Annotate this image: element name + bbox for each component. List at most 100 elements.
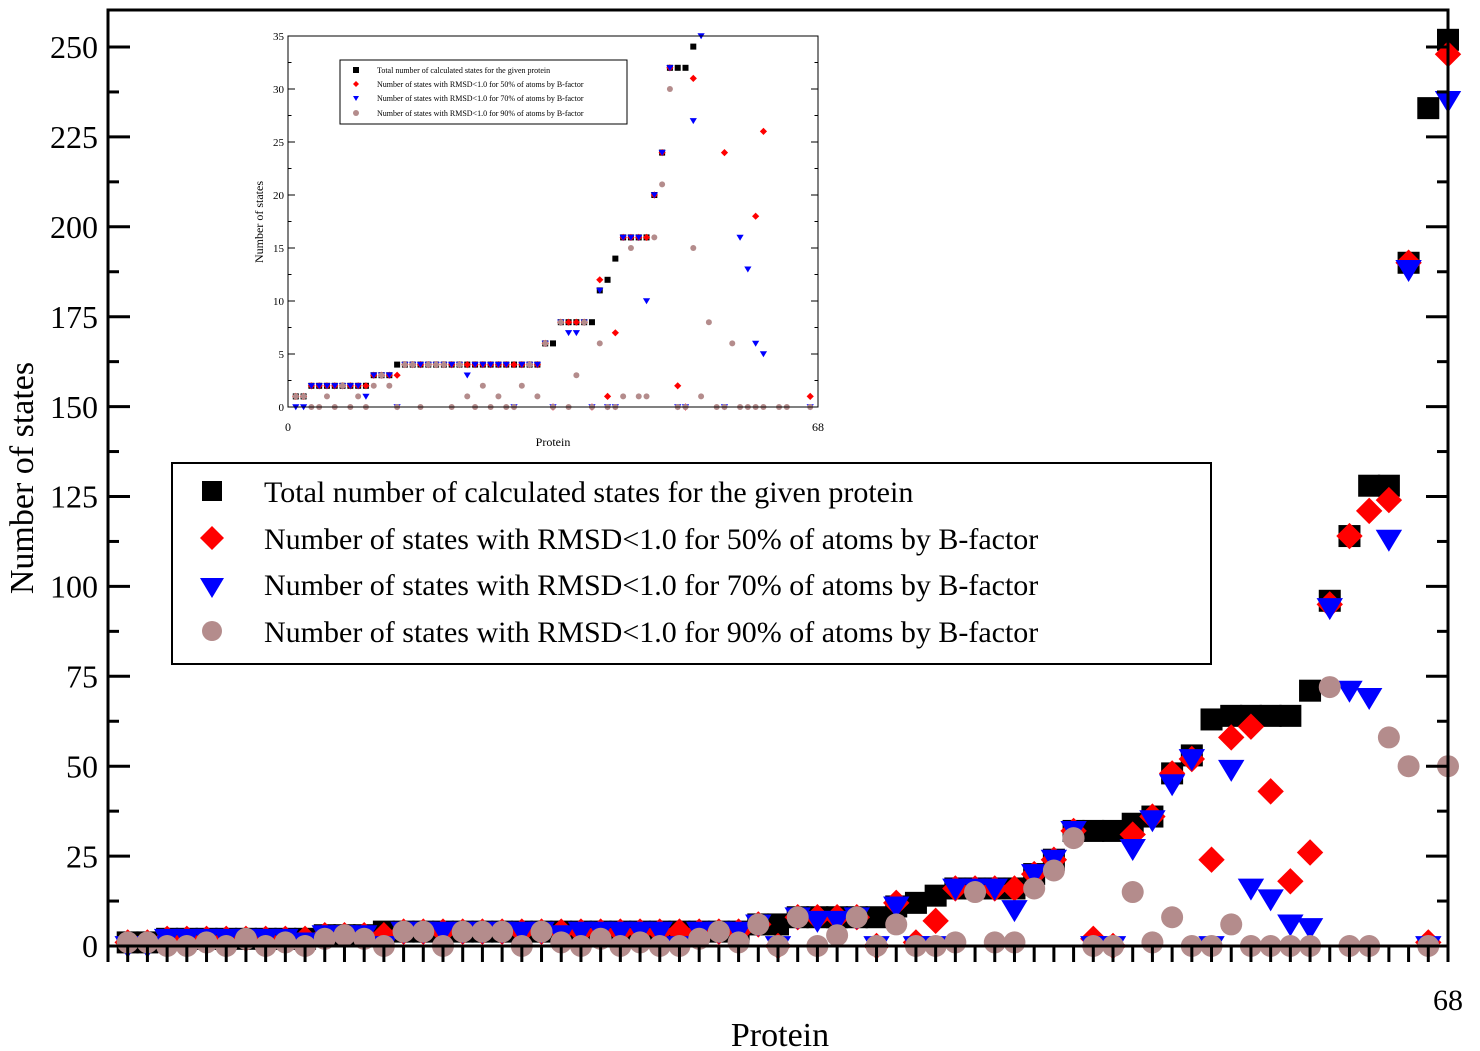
inset-y-tick-label: 10: [273, 296, 285, 308]
point-triangle-down: [883, 896, 910, 919]
point-triangle-down: [508, 921, 536, 944]
point-circle: [1397, 755, 1420, 778]
inset-point-circle: [698, 393, 705, 400]
point-triangle-down: [804, 910, 831, 933]
y-tick-label: 175: [50, 299, 98, 335]
inset-point-circle: [705, 319, 712, 326]
inset-legend-marker-triangle: [353, 96, 359, 101]
point-triangle-down: [1355, 687, 1383, 710]
point-circle: [353, 927, 376, 950]
point-circle: [392, 920, 415, 943]
inset-point-triangle-down: [533, 361, 542, 368]
point-circle: [727, 931, 750, 954]
inset-point-diamond: [463, 361, 471, 369]
inset-point-diamond: [393, 371, 401, 379]
inset-point-triangle-down: [479, 361, 487, 368]
inset-legend-label-70: Number of states with RMSD<1.0 for 70% o…: [377, 94, 584, 103]
inset-point-diamond: [572, 318, 580, 326]
point-square: [1377, 474, 1400, 497]
inset-point-triangle-down: [315, 383, 323, 390]
point-diamond: [1336, 522, 1363, 550]
legend: Total number of calculated states for th…: [171, 462, 1212, 665]
y-tick-label: 200: [50, 209, 98, 245]
y-tick-label: 0: [82, 928, 98, 964]
point-triangle-down: [567, 921, 595, 944]
legend-marker-square: [202, 481, 222, 501]
inset-point-circle: [542, 340, 549, 347]
point-diamond: [1001, 875, 1028, 902]
point-square: [1417, 97, 1440, 120]
y-tick-label: 100: [50, 569, 98, 605]
point-circle: [944, 931, 967, 954]
inset-point-square: [394, 361, 401, 368]
inset-point-circle: [339, 382, 346, 389]
point-circle: [1042, 859, 1065, 882]
y-tick-label: 25: [66, 838, 98, 874]
inset-x-tick-68: 68: [812, 420, 824, 434]
inset-point-circle: [300, 393, 307, 400]
point-circle: [964, 881, 987, 904]
point-circle: [747, 913, 770, 936]
point-circle: [530, 920, 553, 943]
point-triangle-down: [1395, 260, 1422, 283]
inset-point-triangle-down: [494, 361, 503, 368]
point-circle: [688, 927, 711, 950]
point-square: [767, 913, 789, 936]
inset-point-diamond: [564, 318, 573, 326]
inset-point-circle: [534, 393, 541, 400]
inset-point-triangle-down: [596, 287, 604, 294]
inset-point-circle: [479, 382, 486, 389]
point-triangle-down: [1316, 598, 1343, 621]
point-triangle-down: [1178, 749, 1206, 772]
point-circle: [707, 920, 730, 943]
inset-point-circle: [596, 340, 603, 347]
inset-point-triangle-down: [416, 361, 425, 368]
inset-point-square: [612, 255, 619, 262]
y-tick-label: 50: [66, 748, 98, 784]
inset-point-triangle-down: [572, 330, 580, 337]
inset-point-triangle-down: [635, 234, 643, 241]
x-axis-label: Protein: [731, 1017, 829, 1051]
inset-x-tick-0: 0: [285, 420, 291, 434]
inset-point-circle: [627, 245, 634, 251]
inset-point-square: [588, 319, 595, 326]
inset-point-circle: [729, 340, 736, 347]
inset-point-circle: [573, 372, 580, 379]
point-square: [865, 906, 888, 929]
point-circle: [826, 924, 849, 947]
point-circle: [1003, 931, 1026, 954]
point-diamond: [922, 907, 949, 935]
point-square: [924, 884, 947, 907]
inset-point-triangle-down: [666, 65, 674, 72]
inset-point-square: [690, 43, 697, 50]
point-circle: [451, 920, 474, 943]
inset-point-triangle-down: [642, 298, 651, 305]
point-triangle-down: [1119, 839, 1146, 862]
inset-point-triangle-down: [487, 361, 495, 368]
point-circle: [1377, 726, 1400, 749]
inset-point-triangle-down: [331, 383, 339, 390]
inset-point-circle: [323, 393, 330, 400]
point-circle: [1023, 877, 1046, 900]
y-tick-label: 75: [66, 659, 98, 695]
inset-y-axis-label: Number of states: [252, 181, 266, 263]
point-circle: [471, 920, 494, 943]
inset-point-triangle-down: [323, 383, 331, 390]
inset-point-circle: [440, 361, 447, 368]
inset-point-triangle-down: [370, 372, 378, 379]
y-tick-label: 125: [50, 479, 98, 515]
inset-point-circle: [456, 361, 463, 368]
point-triangle-down: [1375, 529, 1403, 552]
point-square: [1358, 474, 1381, 497]
point-circle: [589, 927, 612, 950]
inset-point-triangle-down: [564, 330, 573, 337]
point-triangle-down: [646, 921, 673, 944]
inset-legend-marker-diamond: [353, 81, 359, 87]
inset-y-tick-label: 5: [279, 349, 285, 361]
point-circle: [1121, 881, 1144, 904]
point-circle: [983, 931, 1006, 954]
legend-label-50: Number of states with RMSD<1.0 for 50% o…: [264, 523, 1038, 556]
point-circle: [845, 906, 868, 929]
point-triangle-down: [1257, 889, 1284, 912]
